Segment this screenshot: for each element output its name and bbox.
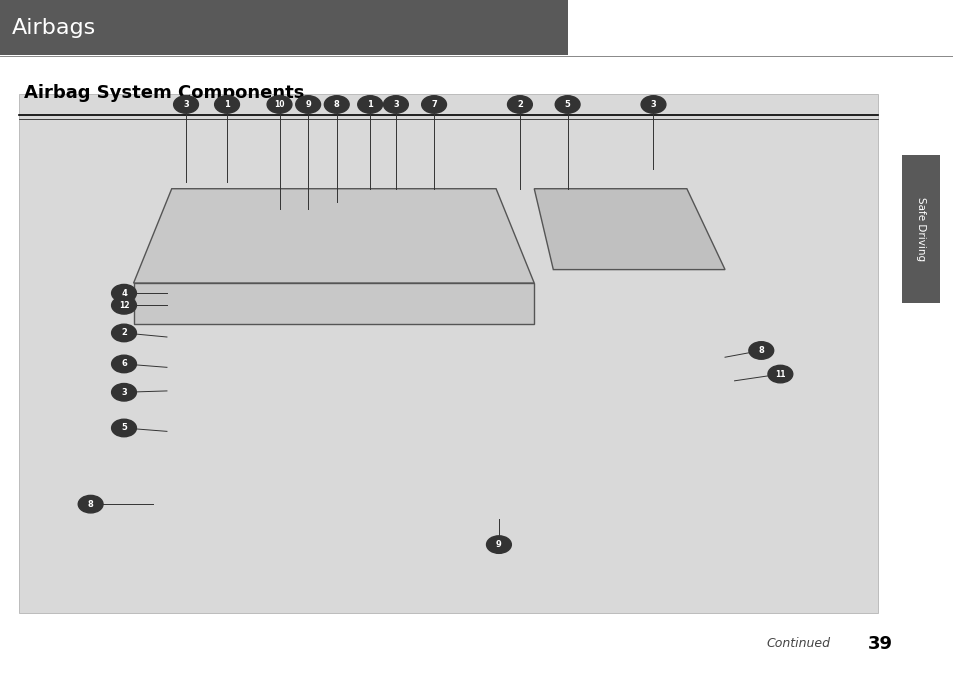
Text: 7: 7 bbox=[431, 100, 436, 109]
Circle shape bbox=[767, 365, 792, 383]
Circle shape bbox=[383, 96, 408, 113]
Text: 6: 6 bbox=[121, 359, 127, 369]
FancyBboxPatch shape bbox=[0, 0, 567, 55]
Circle shape bbox=[640, 96, 665, 113]
Polygon shape bbox=[133, 283, 534, 324]
Text: 5: 5 bbox=[564, 100, 570, 109]
Text: Safe Driving: Safe Driving bbox=[915, 197, 924, 262]
Circle shape bbox=[267, 96, 292, 113]
Circle shape bbox=[112, 297, 136, 314]
Text: 8: 8 bbox=[334, 100, 339, 109]
Circle shape bbox=[555, 96, 579, 113]
Circle shape bbox=[173, 96, 198, 113]
Text: Continued: Continued bbox=[765, 637, 829, 650]
Circle shape bbox=[421, 96, 446, 113]
Circle shape bbox=[748, 342, 773, 359]
Circle shape bbox=[112, 419, 136, 437]
Circle shape bbox=[112, 384, 136, 401]
Text: 5: 5 bbox=[121, 423, 127, 433]
Text: 10: 10 bbox=[274, 100, 285, 109]
Text: 2: 2 bbox=[517, 100, 522, 109]
Text: 3: 3 bbox=[393, 100, 398, 109]
Text: 8: 8 bbox=[758, 346, 763, 355]
Text: 2: 2 bbox=[121, 328, 127, 338]
Circle shape bbox=[295, 96, 320, 113]
Text: 9: 9 bbox=[496, 540, 501, 549]
Polygon shape bbox=[133, 189, 534, 283]
Text: 39: 39 bbox=[867, 635, 892, 652]
Text: 12: 12 bbox=[118, 301, 130, 310]
Circle shape bbox=[214, 96, 239, 113]
Circle shape bbox=[486, 536, 511, 553]
Circle shape bbox=[112, 355, 136, 373]
FancyBboxPatch shape bbox=[19, 94, 877, 613]
Circle shape bbox=[357, 96, 382, 113]
Text: 3: 3 bbox=[183, 100, 189, 109]
Text: 9: 9 bbox=[305, 100, 311, 109]
Text: 3: 3 bbox=[650, 100, 656, 109]
Text: 1: 1 bbox=[367, 100, 373, 109]
Text: 8: 8 bbox=[88, 499, 93, 509]
Polygon shape bbox=[534, 189, 724, 270]
Text: 4: 4 bbox=[121, 288, 127, 298]
Circle shape bbox=[78, 495, 103, 513]
Text: 11: 11 bbox=[774, 369, 785, 379]
Text: 1: 1 bbox=[224, 100, 230, 109]
Text: 3: 3 bbox=[121, 388, 127, 397]
Text: Airbags: Airbags bbox=[11, 18, 95, 38]
Circle shape bbox=[112, 284, 136, 302]
Circle shape bbox=[112, 324, 136, 342]
FancyBboxPatch shape bbox=[901, 155, 939, 303]
Text: Airbag System Components: Airbag System Components bbox=[24, 84, 304, 102]
Circle shape bbox=[324, 96, 349, 113]
Circle shape bbox=[507, 96, 532, 113]
